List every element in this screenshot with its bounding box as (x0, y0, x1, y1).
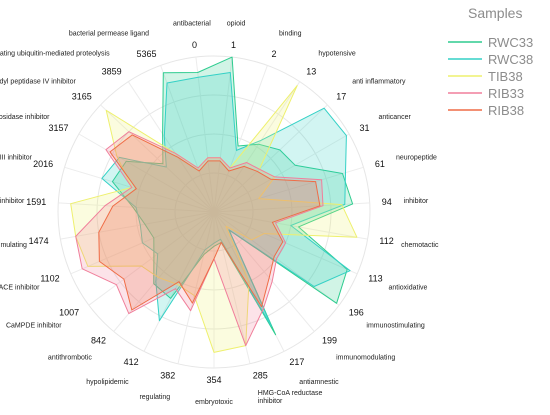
category-label: immunomodulating (336, 355, 395, 362)
grid-spoke (213, 133, 350, 213)
value-tick-label: 1591 (26, 197, 46, 207)
value-tick-label: 842 (91, 336, 106, 346)
value-tick-label: 0 (192, 40, 197, 50)
legend-label-rwc38: RWC38 (488, 52, 533, 67)
category-label: hypotensive (318, 50, 355, 57)
category-label: embryotoxic (195, 399, 233, 406)
legend-title: Samples (468, 5, 522, 21)
category-label: activating ubiquitin-mediated proteolysi… (0, 50, 110, 57)
grid-spoke (78, 133, 215, 213)
grid-spoke (213, 65, 268, 213)
category-label: neuropeptide (396, 155, 437, 162)
value-tick-label: 17 (336, 92, 346, 102)
category-label: antioxidative (389, 284, 428, 291)
legend-label-rib33: RIB33 (488, 86, 524, 101)
value-tick-label: 196 (349, 307, 364, 317)
category-label: antibacterial (173, 20, 211, 27)
value-tick-label: 13 (306, 67, 316, 77)
category-label: inhibitor (404, 198, 429, 205)
legend-label-rib38: RIB38 (488, 103, 524, 118)
label-layer: 1 opioid 2 binding 13 hypotensive 17 anti infla… (0, 20, 439, 406)
category-label: renin inhibitor (0, 198, 25, 205)
legend: Samples RWC33 RWC38 TIB38 RIB33 RIB38 (448, 5, 533, 118)
value-tick-label: 2 (272, 49, 277, 59)
value-tick-label: 3157 (48, 123, 68, 133)
grid-spoke (195, 57, 215, 213)
grid-spoke (100, 104, 215, 213)
grid-spoke (88, 211, 215, 306)
grid-spoke (213, 211, 251, 364)
category-label: antithrombotic (48, 355, 92, 362)
grid-spoke (213, 104, 328, 213)
value-tick-label: 31 (360, 123, 370, 133)
grid-spoke (213, 166, 364, 213)
category-label: anti inflammatory (352, 79, 406, 86)
grid-spoke (213, 57, 233, 213)
value-tick-label: 5365 (136, 49, 156, 59)
category-label: bacterial permease ligand (69, 31, 149, 38)
category-label: binding (279, 31, 302, 38)
value-tick-label: 382 (160, 371, 175, 381)
value-tick-label: 1 (231, 40, 236, 50)
value-tick-label: 1474 (29, 236, 49, 246)
grid-spoke (60, 211, 215, 240)
series-rib33-area (75, 131, 324, 347)
category-label: chemotactic (401, 242, 439, 249)
value-tick-label: 61 (375, 159, 385, 169)
value-tick-label: 2016 (33, 159, 53, 169)
value-tick-label: 94 (382, 197, 392, 207)
grid-spoke (213, 81, 301, 213)
value-tick-label: 354 (206, 375, 221, 385)
legend-label-tib38: TIB38 (488, 69, 523, 84)
category-label: dipeptidyl peptidase III inhibitor (0, 155, 33, 162)
category-label: HMG-CoA reductase inhibitor (258, 390, 323, 405)
series-rwc38-area (101, 72, 351, 327)
value-tick-label: 112 (379, 236, 393, 246)
grid-spoke (64, 166, 215, 213)
grid-spoke (177, 211, 215, 364)
value-tick-label: 285 (253, 371, 268, 381)
category-label: immunostimulating (366, 323, 424, 330)
category-label: anticancer (379, 114, 412, 121)
category-label: hypolipidemic (86, 379, 129, 386)
category-label: ACE inhibitor (0, 284, 40, 291)
value-tick-label: 1007 (59, 307, 79, 317)
category-label: dipeptidyl peptidase IV inhibitor (0, 79, 76, 86)
category-label: CaMPDE inhibitor (6, 323, 62, 330)
value-tick-label: 1102 (40, 274, 59, 284)
grid-spoke (113, 211, 215, 332)
grid-spoke (127, 81, 215, 213)
value-tick-label: 113 (368, 274, 382, 284)
category-label: alpha-glucosidase inhibitor (0, 114, 50, 121)
series-rib38-area (98, 134, 321, 311)
value-tick-label: 199 (322, 336, 337, 346)
value-tick-label: 3165 (72, 92, 92, 102)
grid-spoke (213, 211, 315, 332)
category-label: antiamnestic (299, 379, 339, 386)
value-tick-label: 3859 (102, 67, 122, 77)
value-tick-label: 412 (124, 357, 139, 367)
legend-label-rwc33: RWC33 (488, 35, 533, 50)
series-layer (70, 56, 358, 353)
value-tick-label: 217 (289, 357, 304, 367)
category-label: stimulating (0, 242, 27, 249)
series-tib38-area (70, 85, 358, 353)
category-label: opioid (227, 20, 246, 27)
category-label: regulating (139, 394, 170, 401)
grid-spoke (160, 65, 215, 213)
